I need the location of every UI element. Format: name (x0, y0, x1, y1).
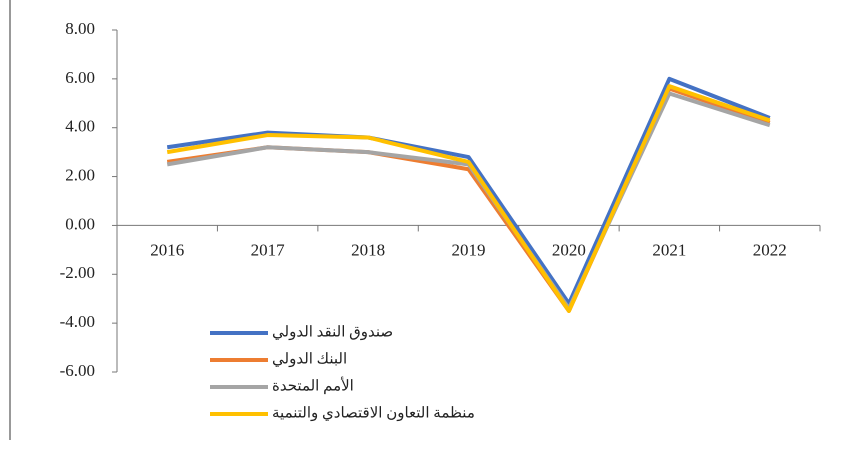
x-tick-label: 2022 (753, 240, 787, 259)
x-tick-label: 2016 (150, 240, 184, 259)
y-tick-label: 4.00 (65, 117, 95, 136)
legend-label: صندوق النقد الدولي (272, 324, 393, 340)
y-tick-label: 0.00 (65, 214, 95, 233)
series-line (166, 84, 771, 313)
x-tick-label: 2019 (452, 240, 486, 259)
x-tick-label: 2018 (351, 240, 385, 259)
y-tick-label: -6.00 (60, 361, 95, 380)
legend-label: البنك الدولي (272, 351, 347, 367)
y-tick-label: 8.00 (65, 19, 95, 38)
series-line (166, 86, 771, 313)
y-tick-label: -2.00 (60, 263, 95, 282)
x-tick-label: 2021 (652, 240, 686, 259)
legend-label: الأمم المتحدة (272, 376, 354, 394)
y-tick-label: 2.00 (65, 165, 95, 184)
x-tick-label: 2017 (251, 240, 286, 259)
series-line (166, 76, 771, 306)
series-line (166, 91, 771, 311)
x-tick-label: 2020 (552, 240, 586, 259)
legend-label: منظمة التعاون الاقتصادي والتنمية (272, 405, 475, 421)
y-tick-label: 6.00 (65, 68, 95, 87)
y-tick-label: -4.00 (60, 312, 95, 331)
